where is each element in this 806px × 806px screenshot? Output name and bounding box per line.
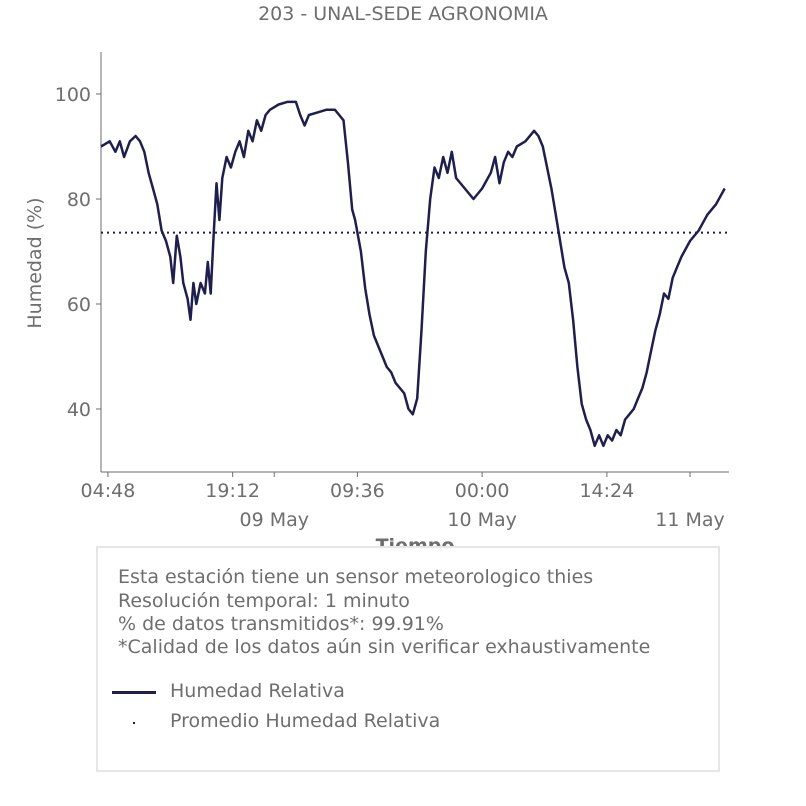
x-tick-label: 00:00 bbox=[455, 480, 510, 502]
humidity-series-line bbox=[100, 100, 726, 448]
info-line-sensor: Esta estación tiene un sensor meteorolog… bbox=[118, 566, 594, 588]
x-tick-sublabel: 09 May bbox=[239, 509, 309, 531]
x-tick-label: 19:12 bbox=[205, 480, 260, 502]
x-tick-label: 09:36 bbox=[330, 480, 385, 502]
info-box: Esta estación tiene un sensor meteorolog… bbox=[96, 546, 720, 772]
y-axis-label: Humedad (%) bbox=[24, 197, 46, 328]
info-line-quality-note: *Calidad de los datos aún sin verificar … bbox=[118, 636, 651, 658]
x-tick-label: 04:48 bbox=[81, 480, 136, 502]
y-tick-label: 100 bbox=[55, 84, 91, 106]
x-tick-sublabel: 10 May bbox=[447, 509, 517, 531]
info-line-resolution: Resolución temporal: 1 minuto bbox=[118, 590, 410, 612]
y-tick-label: 40 bbox=[67, 399, 91, 421]
legend-dot-swatch bbox=[133, 722, 135, 724]
y-tick-label: 80 bbox=[67, 189, 91, 211]
x-tick-sublabel: 11 May bbox=[655, 509, 725, 531]
legend-label-promedio: Promedio Humedad Relativa bbox=[170, 710, 441, 732]
info-line-transmitted: % de datos transmitidos*: 99.91% bbox=[118, 613, 444, 635]
legend-line-swatch bbox=[112, 691, 156, 694]
x-tick-label: 14:24 bbox=[579, 480, 634, 502]
legend-label-humedad: Humedad Relativa bbox=[170, 680, 345, 702]
chart-title: 203 - UNAL-SEDE AGRONOMIA bbox=[258, 3, 548, 25]
y-tick-label: 60 bbox=[67, 294, 91, 316]
